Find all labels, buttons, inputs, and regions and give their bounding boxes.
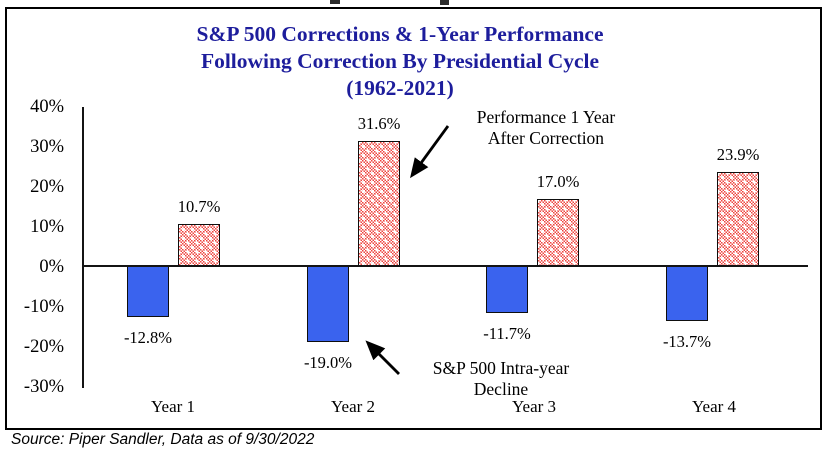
y-tick-label: 40%	[30, 97, 64, 118]
y-tick-label: 0%	[39, 257, 64, 277]
clipped-text-fragment	[440, 0, 449, 5]
y-tick-label: -20%	[23, 336, 64, 357]
annotation-decline: S&P 500 Intra-year Decline	[406, 358, 596, 400]
y-axis-line	[82, 107, 84, 388]
annotation-performance-line2: After Correction	[487, 128, 605, 148]
y-tick-label: 20%	[30, 177, 64, 198]
y-tick-label: 30%	[30, 137, 64, 158]
performance-value-label: 23.9%	[716, 144, 760, 164]
performance-bar-year-1	[178, 224, 220, 267]
zero-baseline	[83, 265, 808, 267]
decline-value-label: -13.7%	[662, 331, 712, 351]
annotation-performance: Performance 1 Year After Correction	[446, 107, 646, 149]
clipped-text-fragment	[330, 0, 340, 4]
y-tick-label: 10%	[30, 217, 64, 238]
decline-bar-year-2	[307, 266, 349, 342]
decline-bar-year-4	[666, 266, 708, 321]
category-label-year-4: Year 4	[691, 397, 737, 416]
performance-bar-year-3	[537, 199, 579, 267]
chart-title-line3: (1962-2021)	[346, 76, 454, 100]
source-note: Source: Piper Sandler, Data as of 9/30/2…	[11, 431, 315, 448]
performance-value-label: 31.6%	[357, 113, 401, 133]
decline-bar-year-1	[127, 266, 169, 318]
y-tick-label: -10%	[23, 296, 64, 317]
category-label-year-2: Year 2	[330, 397, 376, 416]
category-label-year-1: Year 1	[150, 397, 196, 416]
decline-value-label: -12.8%	[123, 328, 173, 348]
decline-value-label: -19.0%	[303, 352, 353, 372]
performance-bar-year-2	[358, 140, 400, 267]
decline-value-label: -11.7%	[483, 323, 531, 343]
category-label-year-3: Year 3	[511, 397, 557, 416]
chart-title: S&P 500 Corrections & 1-Year Performance…	[50, 21, 750, 102]
chart-title-line2: Following Correction By Presidential Cyc…	[200, 49, 600, 73]
performance-bar-year-4	[717, 171, 759, 267]
y-tick-label: -30%	[23, 376, 64, 397]
performance-value-label: 17.0%	[536, 172, 580, 192]
annotation-performance-line1: Performance 1 Year	[476, 107, 616, 127]
annotation-decline-line2: Decline	[473, 379, 529, 399]
performance-value-label: 10.7%	[177, 197, 221, 217]
decline-bar-year-3	[486, 266, 528, 313]
annotation-decline-line1: S&P 500 Intra-year	[432, 358, 570, 378]
chart-title-line1: S&P 500 Corrections & 1-Year Performance	[196, 22, 604, 46]
chart-border-frame	[5, 7, 822, 430]
